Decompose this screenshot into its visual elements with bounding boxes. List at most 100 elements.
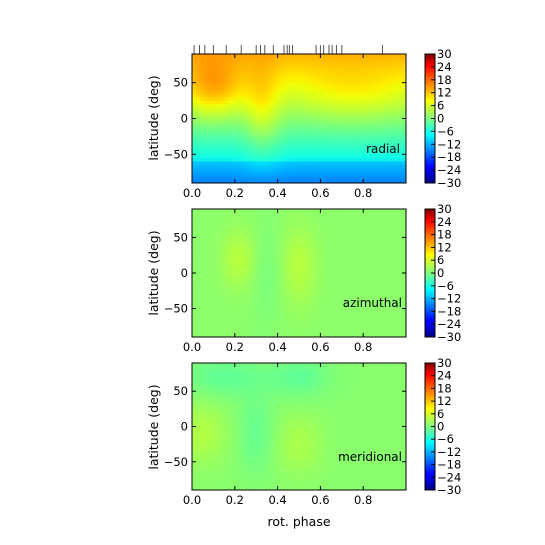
heatmap-cell <box>362 179 367 183</box>
heatmap-cell <box>275 315 280 320</box>
y-tick-label: −50 <box>164 147 188 161</box>
heatmap-cell <box>199 118 205 123</box>
heatmap-cell <box>267 223 272 228</box>
heatmap-cell <box>192 391 197 396</box>
heatmap-cell <box>195 308 201 313</box>
heatmap-cell <box>255 219 260 224</box>
heatmap-cell <box>243 377 249 382</box>
heatmap-cell <box>394 157 399 163</box>
heatmap-cell <box>223 363 229 368</box>
heatmap-cell <box>199 237 205 242</box>
heatmap-cell <box>394 107 399 112</box>
heatmap-cell <box>267 363 272 368</box>
heatmap-cell <box>358 125 363 130</box>
heatmap-cell <box>302 223 308 228</box>
heatmap-cell <box>334 283 340 288</box>
heatmap-cell <box>386 244 391 249</box>
heatmap-cell <box>398 122 403 127</box>
heatmap-cell <box>259 422 264 428</box>
heatmap-cell <box>338 290 344 295</box>
heatmap-cell <box>235 437 241 442</box>
heatmap-cell <box>192 290 197 295</box>
heatmap-cell <box>199 408 205 413</box>
heatmap-cell <box>219 248 225 253</box>
heatmap-cell <box>326 125 332 130</box>
heatmap-cell <box>279 329 284 335</box>
heatmap-cell <box>251 269 256 274</box>
heatmap-cell <box>310 333 316 337</box>
heatmap-cell <box>299 161 304 166</box>
x-tick-label: 0.6 <box>311 340 329 354</box>
heatmap-cell <box>362 168 367 173</box>
heatmap-cell <box>382 233 387 239</box>
heatmap-cell <box>398 273 403 278</box>
heatmap-cell <box>192 437 197 442</box>
heatmap-cell <box>299 129 304 134</box>
heatmap-cell <box>342 209 348 214</box>
heatmap-cell <box>267 244 272 249</box>
heatmap-cell <box>207 54 213 59</box>
heatmap-cell <box>251 209 256 214</box>
heatmap-cell <box>382 89 387 95</box>
heatmap-cell <box>263 308 268 313</box>
heatmap-cell <box>374 237 379 242</box>
heatmap-cell <box>263 265 268 271</box>
heatmap-cell <box>255 147 260 152</box>
heatmap-cell <box>247 97 253 102</box>
heatmap-cell <box>378 157 383 163</box>
heatmap-cell <box>215 366 221 371</box>
heatmap-cell <box>287 118 292 123</box>
heatmap-cell <box>271 482 276 488</box>
heatmap-cell <box>318 147 324 152</box>
heatmap-cell <box>370 273 375 278</box>
heatmap-cell <box>207 384 213 389</box>
heatmap-cell <box>195 111 201 116</box>
heatmap-cell <box>275 255 280 260</box>
heatmap-cell <box>251 329 256 335</box>
colorbar-tick-label: −24 <box>437 317 461 331</box>
heatmap-cell <box>227 241 233 246</box>
heatmap-cell <box>255 136 260 141</box>
heatmap-cell <box>358 297 363 303</box>
heatmap-cell <box>275 104 280 109</box>
heatmap-cell <box>251 387 256 392</box>
heatmap-cell <box>251 248 256 253</box>
heatmap-cell <box>211 394 217 399</box>
heatmap-cell <box>398 233 403 239</box>
heatmap-cell <box>279 280 284 285</box>
heatmap-cell <box>255 241 260 246</box>
heatmap-cell <box>338 93 344 98</box>
heatmap-cell <box>239 86 245 91</box>
heatmap-cell <box>346 179 352 183</box>
heatmap-cell <box>370 107 375 112</box>
heatmap-cell <box>215 333 221 337</box>
heatmap-cell <box>370 57 375 62</box>
heatmap-cell <box>215 75 221 80</box>
heatmap-cell <box>394 315 399 320</box>
heatmap-cell <box>283 401 288 406</box>
heatmap-cell <box>247 265 253 271</box>
heatmap-cell <box>239 233 245 239</box>
heatmap-cell <box>259 248 264 253</box>
heatmap-cell <box>295 433 300 438</box>
heatmap-cell <box>362 308 367 313</box>
heatmap-cell <box>267 64 272 69</box>
heatmap-cell <box>203 216 209 221</box>
heatmap-cell <box>350 54 356 59</box>
heatmap-cell <box>211 75 217 80</box>
heatmap-cell <box>215 262 221 267</box>
heatmap-cell <box>283 475 288 481</box>
heatmap-cell <box>318 244 324 249</box>
heatmap-cell <box>295 465 300 470</box>
heatmap-cell <box>318 290 324 295</box>
heatmap-cell <box>382 319 387 324</box>
heatmap-cell <box>302 216 308 221</box>
heatmap-cell <box>326 136 332 141</box>
heatmap-cell <box>287 244 292 249</box>
heatmap-cell <box>299 140 304 145</box>
heatmap-cell <box>195 322 201 327</box>
heatmap-cell <box>247 248 253 253</box>
heatmap-cell <box>267 461 272 466</box>
heatmap-cell <box>219 363 225 368</box>
heatmap-cell <box>299 136 304 141</box>
